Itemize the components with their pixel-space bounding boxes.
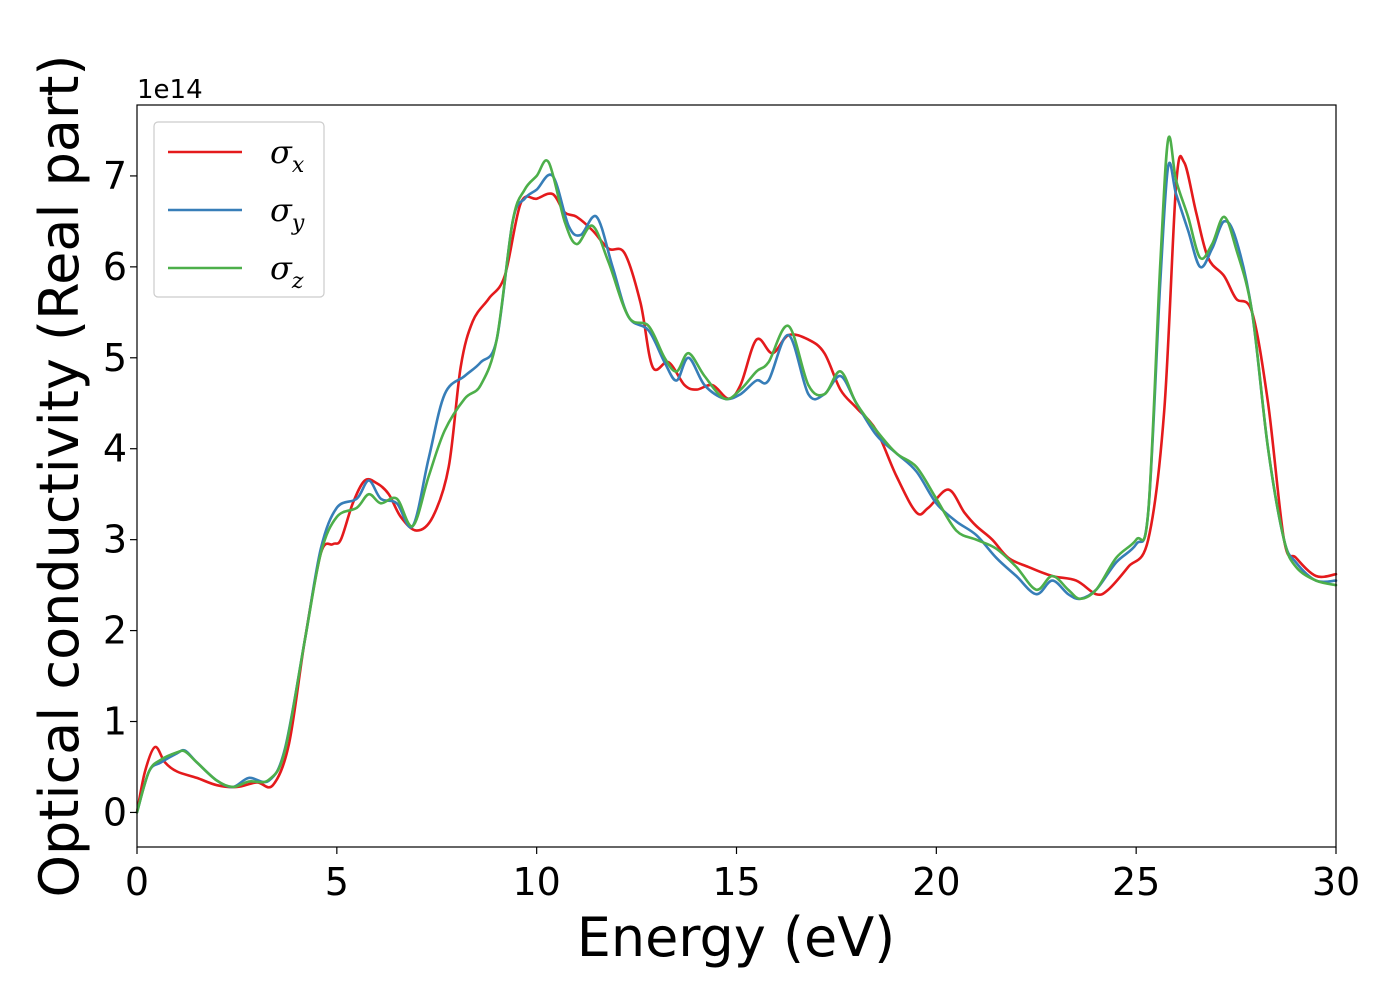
x-tick-label: 25	[1112, 860, 1160, 904]
x-tick-label: 30	[1312, 860, 1360, 904]
legend-label-y: σy	[270, 191, 305, 236]
legend-symbol: σ	[270, 191, 293, 229]
x-tick-label: 15	[712, 860, 760, 904]
legend-symbol: σ	[270, 249, 293, 287]
y-axis-label: Optical conductivity (Real part)	[28, 55, 91, 898]
legend-label-z: σz	[270, 249, 304, 294]
legend-subscript: x	[292, 153, 305, 178]
x-axis-ticks: 0 5 10 15 20 25 30	[125, 847, 1360, 904]
legend-label-x: σx	[270, 133, 305, 178]
series-layer	[135, 135, 1338, 814]
y-axis-ticks: 0 1 2 3 4 5 6 7	[103, 154, 137, 834]
y-tick-label: 2	[103, 609, 127, 653]
legend-subscript: y	[291, 211, 305, 236]
y-tick-label: 4	[103, 427, 127, 471]
x-axis-label: Energy (eV)	[577, 906, 896, 969]
y-tick-label: 6	[103, 245, 127, 289]
y-tick-label: 5	[103, 336, 127, 380]
plot-background	[137, 105, 1336, 847]
x-tick-label: 20	[912, 860, 960, 904]
y-offset-label: 1e14	[137, 75, 203, 105]
series-line-x	[135, 154, 1338, 814]
y-tick-label: 0	[103, 790, 127, 834]
x-tick-label: 0	[125, 860, 149, 904]
legend-symbol: σ	[270, 133, 293, 171]
x-tick-label: 10	[512, 860, 560, 904]
y-tick-label: 7	[103, 154, 127, 198]
legend-subscript: z	[291, 269, 304, 294]
y-tick-label: 3	[103, 518, 127, 562]
series-line-z	[135, 135, 1338, 814]
y-tick-label: 1	[103, 700, 127, 744]
x-tick-label: 5	[325, 860, 349, 904]
